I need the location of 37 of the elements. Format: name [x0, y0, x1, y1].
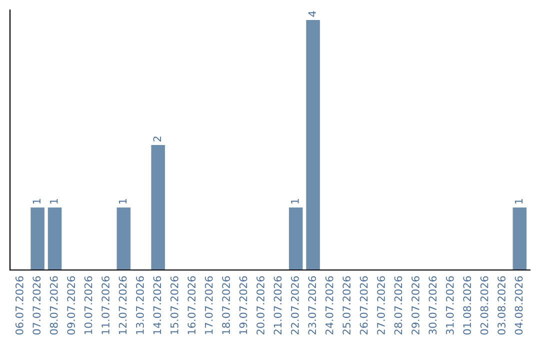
data-label: 1 — [514, 199, 523, 204]
data-label: 1 — [50, 199, 58, 204]
x-tick-label: 01.08.2026 — [463, 276, 472, 335]
x-tick-label: 19.07.2026 — [239, 276, 248, 334]
data-label: 4 — [308, 11, 316, 17]
x-tick-label: 23.07.2026 — [308, 276, 316, 334]
x-tick-label: 03.08.2026 — [498, 276, 506, 335]
x-tick-label: 29.07.2026 — [412, 276, 420, 334]
x-tick-label: 04.08.2026 — [514, 276, 523, 335]
x-tick-label: 25.07.2026 — [342, 276, 351, 334]
x-tick-label: 24.07.2026 — [325, 276, 334, 334]
x-tick-label: 13.07.2026 — [136, 276, 144, 334]
x-tick-label: 06.07.2026 — [15, 276, 24, 335]
data-label: 2 — [153, 136, 161, 142]
x-tick-label: 11.07.2026 — [102, 276, 110, 334]
x-tick-label: 27.07.2026 — [377, 276, 385, 334]
x-tick-label: 18.07.2026 — [222, 276, 230, 334]
x-tick-label: 16.07.2026 — [188, 276, 196, 334]
x-tick-label: 10.07.2026 — [84, 276, 92, 334]
x-tick-label: 21.07.2026 — [274, 276, 282, 334]
data-label: 1 — [118, 199, 127, 204]
x-tick-label: 02.08.2026 — [480, 276, 488, 335]
x-tick-label: 14.07.2026 — [153, 276, 162, 334]
x-tick-label: 22.07.2026 — [290, 276, 299, 334]
x-tick-label: 20.07.2026 — [256, 276, 264, 334]
x-tick-label: 15.07.2026 — [170, 276, 178, 334]
data-label: 1 — [32, 199, 40, 204]
x-tick-label: 30.07.2026 — [428, 276, 437, 334]
x-tick-label: 31.07.2026 — [446, 276, 454, 334]
x-tick-label: 17.07.2026 — [204, 276, 213, 334]
x-tick-label: 07.07.2026 — [32, 276, 41, 335]
x-tick-label: 09.07.2026 — [67, 276, 76, 335]
x-tick-label: 08.07.2026 — [50, 276, 58, 335]
x-tick-label: 28.07.2026 — [394, 276, 402, 334]
data-label: 1 — [291, 199, 299, 204]
x-tick-label: 12.07.2026 — [118, 276, 127, 334]
x-tick-label: 26.07.2026 — [360, 276, 368, 334]
